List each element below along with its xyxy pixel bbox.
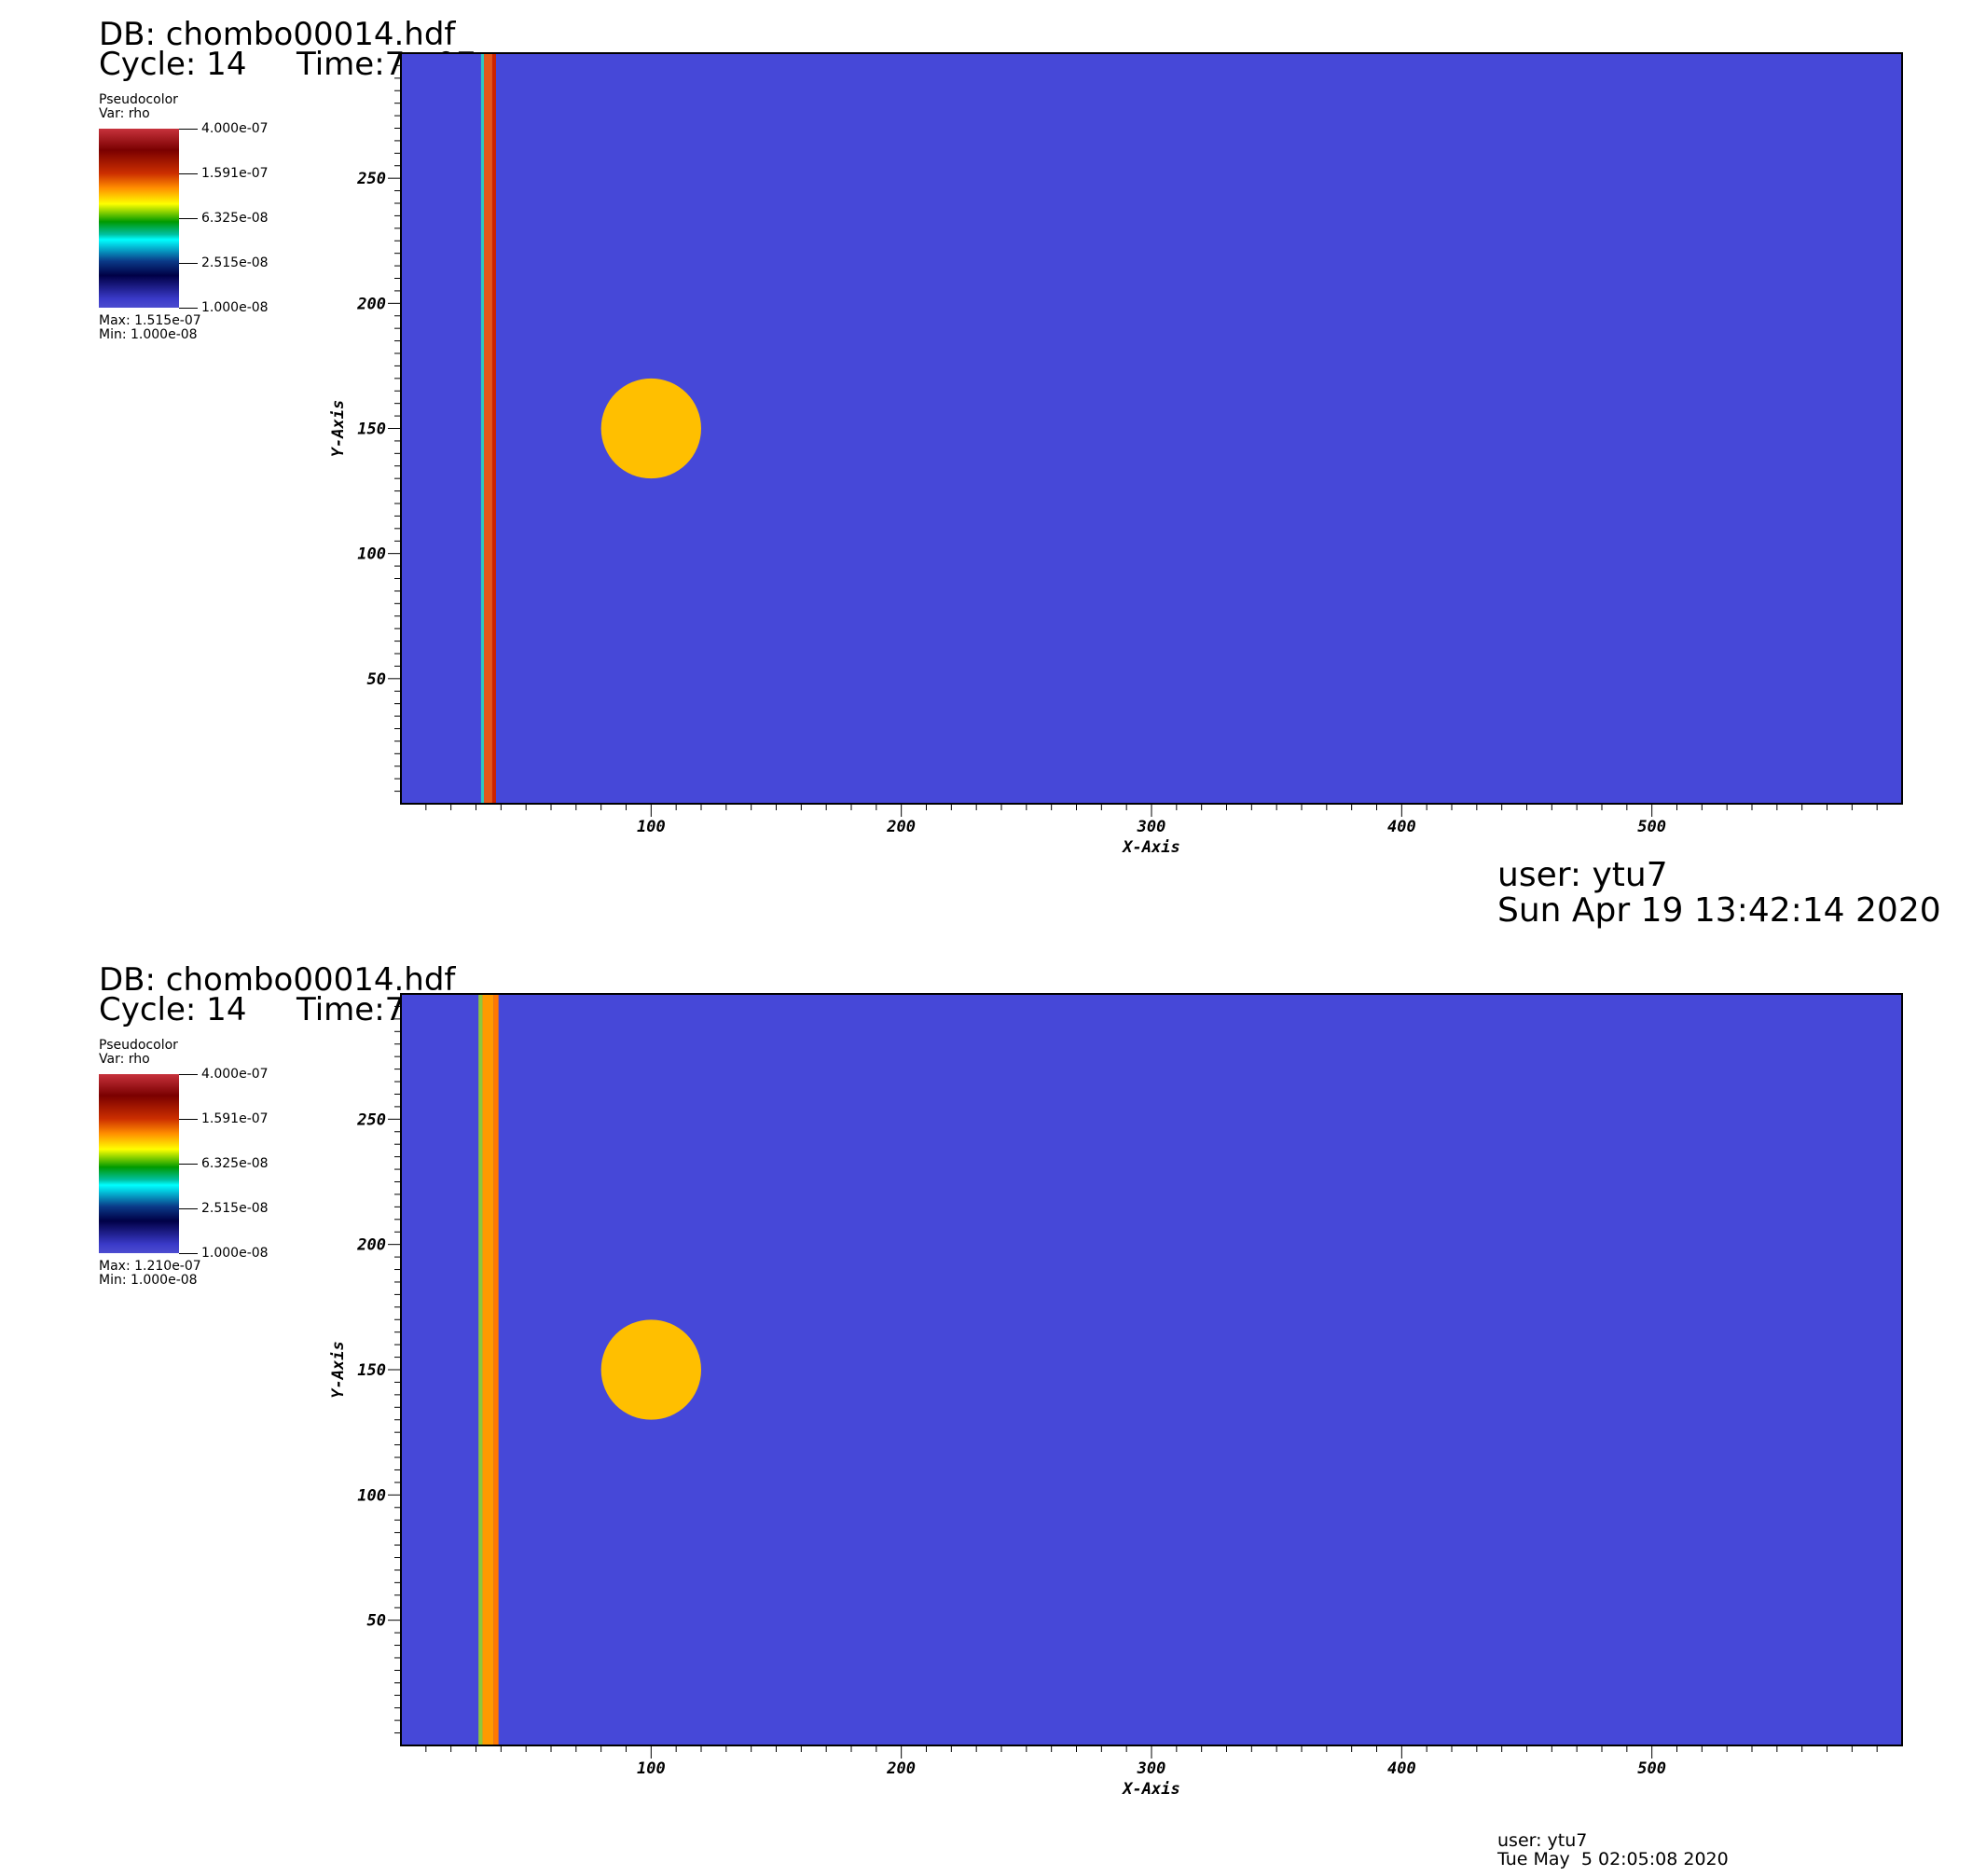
y-tick-label: 250 [356,1110,386,1129]
shock-band-trail [493,994,499,1745]
y-tick-label: 250 [356,170,386,188]
colorbar-tick [179,173,198,174]
colorbar-tick [179,1119,198,1120]
plot-panel-2: DB: chombo00014.hdf Cycle: 14 Time:7e-07… [0,938,1986,1876]
shock-band-core [484,53,492,804]
colorbar-tick-label: 1.591e-07 [201,166,269,181]
legend-min: Min: 1.000e-08 [99,327,198,342]
user-label: user: ytu7 [1497,1830,1588,1851]
y-axis-title: Y-Axis [329,1341,348,1398]
x-tick-label: 200 [886,1759,916,1778]
x-tick-label: 300 [1137,1759,1166,1778]
legend-plot-type: Pseudocolor [99,92,178,107]
x-tick-label: 200 [886,818,916,836]
colorbar-tick [179,263,198,264]
plot-panel-1: DB: chombo00014.hdf Cycle: 14 Time:7e-07… [99,16,1941,930]
legend-min: Min: 1.000e-08 [99,1273,198,1288]
colorbar-tick-label: 6.325e-08 [201,211,269,226]
x-tick-label: 100 [637,818,666,836]
colorbar-tick-label: 1.591e-07 [201,1111,269,1126]
x-tick-label: 400 [1387,1759,1416,1778]
legend-plot-type: Pseudocolor [99,1038,178,1053]
colorbar-tick [179,308,198,309]
db-label: DB: chombo00014.hdf [99,16,456,53]
x-axis-title: X-Axis [1121,838,1179,857]
y-tick-label: 100 [357,1486,386,1505]
colorbar-tick-label: 1.000e-08 [201,1246,269,1261]
x-tick-label: 400 [1387,818,1416,836]
shock-band-core [482,994,494,1745]
y-axis-title: Y-Axis [329,400,348,457]
colorbar-tick [179,1253,198,1254]
y-tick-label: 100 [357,545,386,564]
y-tick-label: 200 [356,295,386,313]
y-tick-label: 50 [367,1612,386,1631]
shock-band-edge [478,994,483,1745]
colorbar-tick-label: 2.515e-08 [201,1201,269,1216]
db-label: DB: chombo00014.hdf [99,961,456,999]
density-circle [600,378,701,479]
cycle-label: Cycle: 14 [99,46,247,83]
density-circle [600,1319,701,1420]
x-tick-label: 300 [1137,818,1166,836]
y-tick-label: 200 [356,1236,386,1255]
user-label: user: ytu7 [1497,856,1668,894]
date-label: Sun Apr 19 13:42:14 2020 [1497,891,1941,930]
colorbar-tick-label: 2.515e-08 [201,255,269,270]
legend-var: Var: rho [99,1052,150,1067]
colorbar [99,1074,179,1253]
x-tick-label: 500 [1637,818,1666,836]
x-axis-title: X-Axis [1121,1780,1179,1799]
shock-band-trail [491,53,496,804]
y-tick-label: 50 [367,670,386,689]
colorbar [99,129,179,308]
colorbar-tick [179,1074,198,1075]
colorbar-tick-label: 4.000e-07 [201,1067,269,1082]
colorbar-tick-label: 6.325e-08 [201,1156,269,1171]
colorbar-tick-label: 1.000e-08 [201,300,269,315]
colorbar-tick [179,1164,198,1165]
plot-area: 100 200 300 400 500 50 100 150 200 250 X-Axis Y-Axi… [329,993,1903,1799]
shock-band-edge [480,53,485,804]
y-tick-label: 150 [357,421,386,439]
y-tick-label: 150 [357,1361,386,1380]
colorbar-tick [179,218,198,219]
cycle-label: Cycle: 14 [99,991,247,1028]
legend-max: Max: 1.210e-07 [99,1259,201,1274]
colorbar-tick-label: 4.000e-07 [201,121,269,136]
colorbar-tick [179,129,198,130]
plot-area: 100 200 300 400 500 50 100 150 200 250 X-Axis Y-Axi… [329,52,1903,857]
legend-max: Max: 1.515e-07 [99,313,201,328]
colorbar-tick [179,1208,198,1209]
x-tick-label: 100 [637,1759,666,1778]
legend-var: Var: rho [99,106,150,121]
date-label: Tue May 5 02:05:08 2020 [1497,1849,1729,1869]
x-tick-label: 500 [1637,1759,1666,1778]
